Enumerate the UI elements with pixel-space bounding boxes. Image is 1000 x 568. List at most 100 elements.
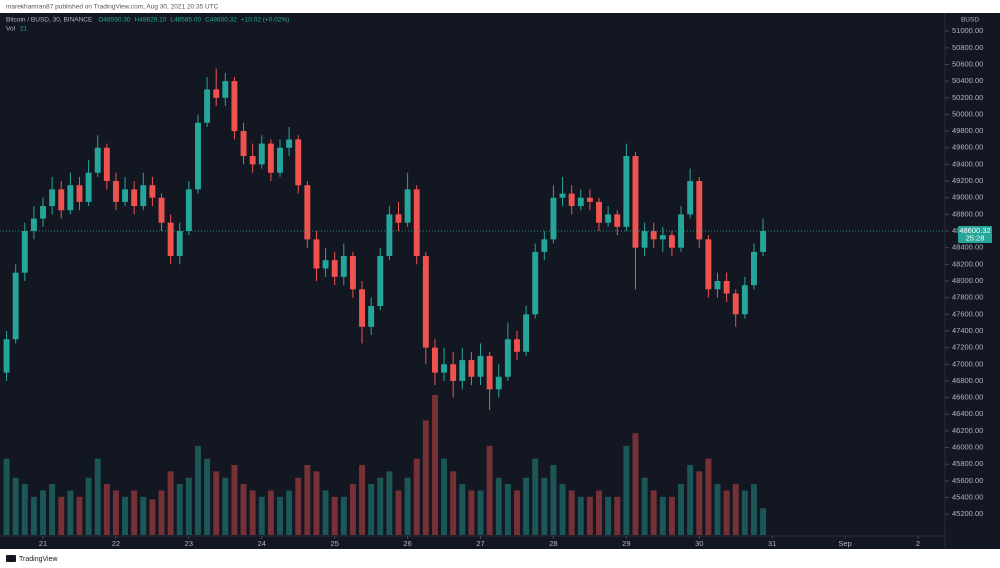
candle-body — [21, 231, 28, 273]
candle-body — [705, 239, 712, 290]
candle-body — [659, 235, 666, 240]
volume-bar — [514, 490, 520, 535]
publisher: marekhamran87 published on TradingView.c… — [6, 4, 219, 11]
volume-bar — [76, 496, 83, 535]
y-tick-label: 47800.00 — [952, 293, 983, 302]
top-bar — [0, 0, 1000, 13]
x-tick-label: 21 — [39, 539, 47, 548]
candle-body — [377, 256, 384, 306]
y-tick-label: 50800.00 — [952, 43, 983, 52]
candle-body — [368, 305, 375, 327]
volume-bar — [459, 484, 466, 535]
volume-bar — [249, 490, 256, 535]
y-tick-label: 45800.00 — [952, 459, 983, 468]
candle-body — [559, 193, 566, 198]
candle-body — [586, 197, 593, 202]
candle-body — [577, 197, 584, 207]
candle-body — [523, 314, 530, 352]
candle-body — [258, 143, 265, 165]
volume-bar — [295, 477, 302, 535]
volume-bar — [277, 496, 283, 535]
candle-body — [30, 218, 37, 232]
volume-bar — [687, 465, 694, 535]
y-tick-label: 45600.00 — [952, 476, 983, 485]
candle-body — [687, 181, 694, 215]
legend-value: C48600.32 — [205, 17, 237, 24]
candle-body — [277, 147, 283, 173]
candle-body — [286, 139, 293, 148]
y-tick-label: 50600.00 — [952, 59, 983, 68]
x-tick-label: 2 — [916, 539, 920, 548]
y-tick-label: 51000.00 — [952, 26, 983, 35]
candle-body — [541, 239, 548, 252]
y-tick-label: 48200.00 — [952, 259, 983, 268]
y-tick-label: 49600.00 — [952, 143, 983, 152]
last-price-label: 48600.32 — [959, 226, 990, 235]
candle-body — [650, 231, 657, 240]
candle-body — [714, 280, 721, 290]
volume-bar — [112, 490, 119, 535]
candle-body — [359, 289, 365, 327]
candle-body — [67, 185, 74, 211]
volume-bar — [195, 445, 201, 535]
volume-bar — [49, 484, 56, 535]
volume-bar — [322, 490, 329, 535]
x-tick-label: 26 — [403, 539, 411, 548]
volume-bar — [650, 490, 657, 535]
chart-title: Bitcoin / BUSD, 30, BINANCE — [6, 17, 93, 24]
candle-body — [349, 256, 356, 290]
candle-body — [249, 156, 256, 165]
volume-bar — [377, 477, 384, 535]
volume-bar — [158, 490, 165, 535]
candle-body — [122, 189, 129, 202]
candle-body — [514, 339, 520, 352]
candle-body — [213, 89, 220, 98]
candle-body — [313, 239, 320, 269]
volume-bar — [404, 477, 411, 535]
candle-body — [696, 181, 703, 240]
volume-bar — [559, 484, 566, 535]
footer — [0, 549, 1000, 568]
volume-bar — [176, 484, 183, 535]
candle-body — [103, 147, 110, 182]
candle-body — [732, 293, 739, 315]
candle-body — [85, 172, 92, 202]
volume-bar — [504, 484, 511, 535]
y-tick-label: 46200.00 — [952, 426, 983, 435]
volume-bar — [696, 471, 703, 535]
candle-body — [167, 222, 174, 257]
volume-bar — [495, 477, 502, 535]
y-tick-label: 48400.00 — [952, 243, 983, 252]
volume-bar — [468, 490, 475, 535]
candle-body — [231, 81, 238, 132]
volume-bar — [668, 496, 675, 535]
volume-bar — [122, 496, 129, 535]
legend-value: L48585.00 — [170, 17, 201, 24]
candle-body — [204, 89, 211, 123]
volume-bar — [632, 433, 639, 535]
candle-body — [304, 185, 311, 240]
y-tick-label: 50400.00 — [952, 76, 983, 85]
candle-body — [632, 156, 639, 248]
candle-body — [58, 189, 65, 211]
x-tick-label: 31 — [768, 539, 776, 548]
y-tick-label: 46400.00 — [952, 409, 983, 418]
volume-bar — [85, 477, 92, 535]
volume-bar — [541, 477, 548, 535]
volume-value: 21 — [20, 26, 28, 33]
candle-body — [404, 189, 411, 223]
y-tick-label: 46600.00 — [952, 393, 983, 402]
volume-bar — [185, 477, 192, 535]
y-tick-label: 49400.00 — [952, 159, 983, 168]
y-tick-label: 45400.00 — [952, 492, 983, 501]
candle-body — [596, 201, 602, 223]
brand: TradingView — [19, 556, 58, 563]
candle-body — [222, 81, 229, 98]
volume-bar — [723, 490, 730, 535]
candle-body — [605, 214, 612, 223]
volume-bar — [267, 490, 274, 535]
candle-body — [322, 260, 329, 269]
volume-bar — [222, 477, 229, 535]
candle-body — [295, 139, 302, 186]
volume-bar — [413, 458, 420, 535]
